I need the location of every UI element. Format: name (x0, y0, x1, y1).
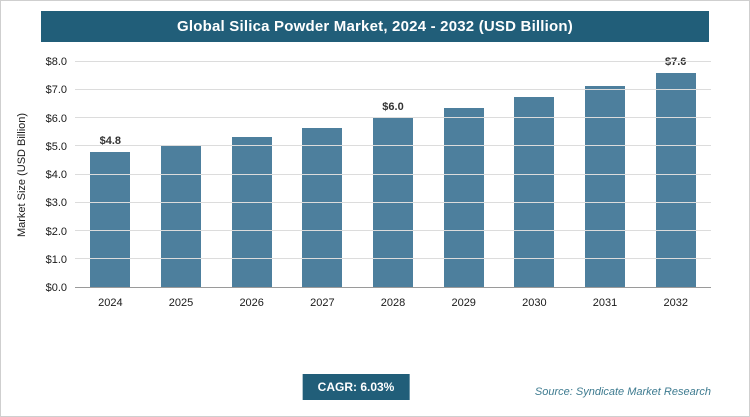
y-tick-label: $6.0 (45, 112, 67, 125)
bar-slot (570, 62, 641, 287)
x-axis-label: 2024 (98, 297, 123, 309)
x-axis-labels: 2024 2025 2026 2027 2028 2029 2030 2031 2032 (75, 288, 711, 309)
bar-slot: $7.6 (640, 56, 711, 287)
bars-container: $4.8 $6.0 $7.6 (75, 56, 711, 287)
bar-2026 (231, 136, 272, 287)
gridline (75, 89, 711, 91)
bar-2031 (585, 85, 626, 287)
x-axis-label: 2025 (168, 297, 194, 309)
bar-value-label: $7.6 (664, 56, 687, 69)
x-axis-label: 2028 (380, 297, 406, 309)
x-axis-label: 2027 (310, 297, 335, 309)
y-tick-label: $7.0 (45, 84, 67, 97)
gridline (75, 145, 711, 147)
bar-2025 (161, 144, 201, 287)
bar-2030 (514, 97, 555, 287)
y-tick-label: $8.0 (45, 56, 67, 68)
y-tick-label: $5.0 (45, 140, 67, 153)
bar-slot (287, 62, 358, 287)
bar-slot (499, 62, 570, 287)
y-tick-label: $3.0 (45, 197, 67, 210)
gridline (75, 61, 711, 62)
chart-title: Global Silica Powder Market, 2024 - 2032… (177, 18, 573, 35)
gridline (75, 173, 711, 175)
y-tick-label: $0.0 (45, 282, 67, 294)
x-axis-label: 2029 (451, 297, 476, 309)
y-tick-label: $2.0 (45, 225, 67, 238)
bar-value-label: $4.8 (99, 135, 122, 147)
bar-slot (428, 62, 499, 287)
bar-2027 (302, 128, 343, 287)
bar-2024 (90, 152, 131, 287)
y-axis-ticks: $0.0 $1.0 $2.0 $3.0 $4.0 $5.0 $6.0 $7.0 $8.0 (31, 56, 75, 294)
gridline (75, 257, 711, 259)
bar-slot: $6.0 (358, 62, 429, 287)
chart-footer: CAGR: 6.03% Source: Syndicate Market Res… (1, 374, 711, 402)
y-tick-label: $1.0 (45, 253, 67, 266)
x-axis-label: 2026 (239, 297, 264, 309)
gridline (75, 229, 711, 231)
bar-slot: $4.8 (75, 62, 146, 287)
cagr-badge: CAGR: 6.03% (302, 374, 410, 400)
y-axis-label-text: Market Size (USD Billion) (16, 112, 28, 238)
bar-chart: Market Size (USD Billion) $0.0 $1.0 $2.0 $3… (13, 56, 711, 294)
source-text: Source: Syndicate Market Research (534, 386, 711, 398)
gridline (75, 201, 711, 203)
gridline (75, 117, 711, 119)
chart-title-bar: Global Silica Powder Market, 2024 - 2032… (41, 11, 709, 42)
x-axis-label: 2032 (663, 297, 688, 309)
bar-value-label: $6.0 (382, 101, 404, 114)
bar-2029 (443, 108, 484, 287)
x-axis-label: 2030 (522, 297, 547, 309)
y-tick-label: $4.0 (45, 169, 67, 181)
bar-2028 (373, 118, 414, 287)
bar-2032 (655, 73, 696, 287)
plot-area: $4.8 $6.0 $7.6 (75, 56, 711, 288)
bar-slot (146, 62, 217, 287)
y-axis-label: Market Size (USD Billion) (13, 62, 31, 288)
bar-slot (216, 62, 287, 287)
x-axis-label: 2031 (592, 297, 618, 309)
